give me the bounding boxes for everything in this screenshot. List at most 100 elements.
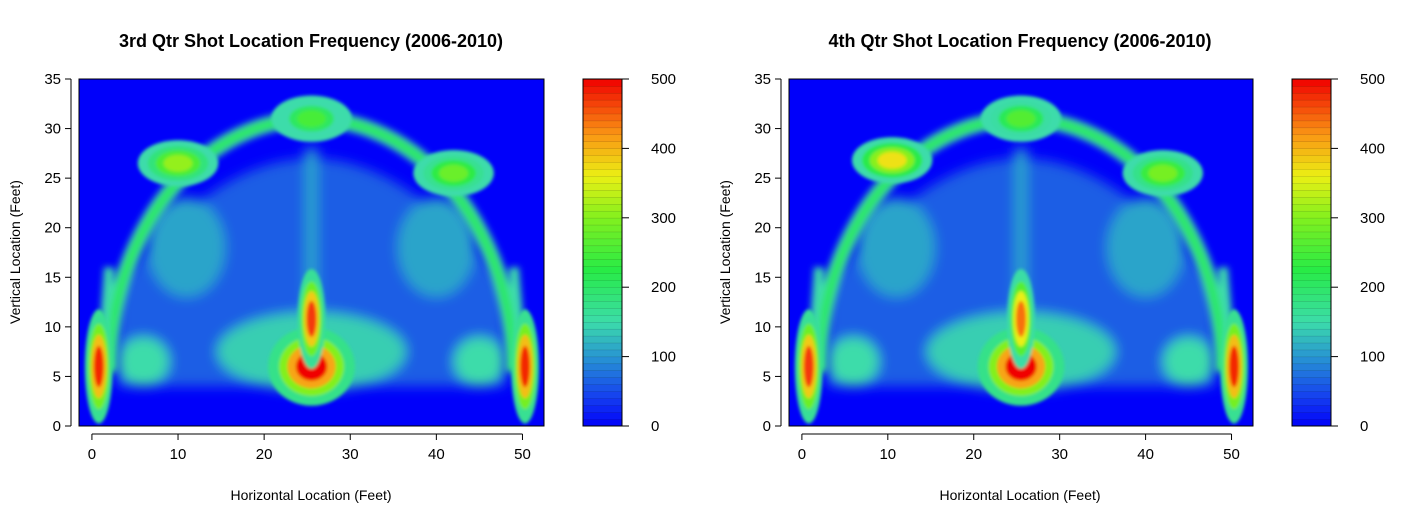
- colorbar-swatch: [1291, 169, 1332, 177]
- colorbar-swatch: [582, 169, 623, 177]
- panel-4th-qtr: 4th Qtr Shot Location Frequency (2006-20…: [717, 31, 1385, 503]
- colorbar-swatch: [1291, 120, 1332, 129]
- colorbar-swatch: [582, 238, 623, 247]
- y-tick-label: 5: [763, 368, 771, 385]
- colorbar-swatch: [1291, 384, 1332, 392]
- colorbar-swatch: [582, 307, 623, 316]
- colorbar-swatch: [1291, 287, 1332, 295]
- colorbar-swatch: [582, 411, 623, 420]
- colorbar-swatch: [1291, 85, 1332, 94]
- y-axis: 0 5 10 15 20 25 30 35: [44, 71, 72, 435]
- x-tick-label: 30: [342, 446, 359, 463]
- x-tick-label: 20: [256, 446, 273, 463]
- colorbar-tick-label: 200: [1360, 279, 1385, 296]
- colorbar-swatch: [582, 287, 623, 295]
- colorbar-tick-label: 400: [1360, 140, 1385, 157]
- colorbar-swatch: [582, 321, 623, 330]
- hotspots: [794, 95, 1249, 424]
- colorbar-swatch: [582, 175, 623, 184]
- colorbar-swatch: [1291, 182, 1332, 191]
- colorbar-tick-label: 500: [651, 71, 676, 88]
- x-tick-label: 0: [88, 446, 96, 463]
- y-tick-label: 35: [754, 71, 771, 88]
- colorbar-swatch: [582, 356, 623, 365]
- hotspot-left-corner: [803, 345, 814, 388]
- y-axis: 0 5 10 15 20 25 30 35: [754, 71, 782, 435]
- x-tick-label: 40: [428, 446, 445, 463]
- colorbar-swatch: [1291, 391, 1332, 399]
- colorbar-tick-label: 300: [651, 210, 676, 227]
- colorbar-swatch: [582, 141, 623, 149]
- colorbar-swatch: [1291, 196, 1332, 205]
- colorbar-tick-label: 400: [651, 140, 676, 157]
- colorbar-swatch: [1291, 127, 1332, 136]
- colorbar-swatch: [1291, 293, 1332, 302]
- colorbar-tick-label: 0: [651, 418, 659, 435]
- colorbar-swatch: [1291, 148, 1332, 156]
- hotspot-paint-spot: [306, 300, 317, 337]
- colorbar-swatch: [582, 377, 623, 385]
- colorbar-swatch: [1291, 245, 1332, 253]
- colorbar-swatch: [582, 189, 623, 198]
- y-tick-label: 25: [44, 170, 61, 187]
- hotspot-left-wing-three: [163, 154, 193, 172]
- hotspot-top-of-key-three: [1006, 110, 1036, 128]
- hotspot-right-corner: [520, 345, 531, 388]
- colorbar-swatch: [582, 335, 623, 344]
- colorbar-swatch: [1291, 307, 1332, 316]
- y-tick-label: 10: [754, 319, 771, 336]
- colorbar-swatch: [582, 92, 623, 101]
- hotspot-right-corner: [1229, 345, 1240, 388]
- colorbar-swatch: [582, 391, 623, 399]
- colorbar-swatch: [1291, 203, 1332, 212]
- y-tick-label: 5: [53, 368, 61, 385]
- colorbar-swatch: [582, 328, 623, 337]
- colorbar-swatch: [1291, 106, 1332, 115]
- colorbar-swatch: [1291, 328, 1332, 337]
- x-tick-label: 30: [1051, 446, 1068, 463]
- chart-title: 3rd Qtr Shot Location Frequency (2006-20…: [119, 31, 503, 51]
- colorbar-swatch: [1291, 404, 1332, 413]
- colorbar-swatch: [1291, 418, 1332, 427]
- colorbar-swatch: [1291, 370, 1332, 378]
- colorbar: 0 100 200 300 400 500: [582, 71, 676, 435]
- colorbar-swatch: [1291, 335, 1332, 344]
- colorbar-tick-label: 300: [1360, 210, 1385, 227]
- colorbar-swatch: [582, 99, 623, 108]
- colorbar-swatch: [582, 134, 623, 142]
- colorbar-swatch: [582, 196, 623, 205]
- colorbar-tick-label: 500: [1360, 71, 1385, 88]
- heatmap-plot: [78, 78, 545, 427]
- colorbar-tick-label: 0: [1360, 418, 1368, 435]
- colorbar-swatch: [582, 85, 623, 94]
- colorbar-swatch: [1291, 99, 1332, 108]
- x-tick-label: 50: [1223, 446, 1240, 463]
- colorbar-swatch: [582, 148, 623, 156]
- colorbar-swatch: [582, 182, 623, 191]
- colorbar-swatch: [1291, 411, 1332, 420]
- colorbar-swatch: [582, 342, 623, 351]
- plot-border: [788, 78, 1254, 427]
- colorbar-swatch: [1291, 377, 1332, 385]
- colorbar-swatch: [582, 300, 623, 309]
- x-axis-label: Horizontal Location (Feet): [230, 487, 391, 503]
- colorbar-swatch: [1291, 141, 1332, 149]
- x-tick-label: 10: [170, 446, 187, 463]
- colorbar-swatch: [582, 127, 623, 136]
- colorbar-swatch: [1291, 356, 1332, 365]
- y-tick-label: 10: [44, 319, 61, 336]
- colorbar-swatch: [1291, 314, 1332, 323]
- plot-border: [78, 78, 545, 427]
- colorbar-swatch: [582, 252, 623, 260]
- colorbar-tick-label: 100: [651, 349, 676, 366]
- colorbar-swatch: [1291, 238, 1332, 247]
- colorbar-swatch: [1291, 162, 1332, 170]
- colorbar-swatch: [1291, 300, 1332, 309]
- x-tick-label: 50: [514, 446, 531, 463]
- colorbar-tick-label: 100: [1360, 349, 1385, 366]
- heatmap-plot: [788, 78, 1254, 427]
- colorbar: 0 100 200 300 400 500: [1291, 71, 1385, 435]
- colorbar-swatch: [1291, 266, 1332, 274]
- hotspot-top-of-key-three: [296, 110, 327, 128]
- colorbar-swatch: [1291, 363, 1332, 371]
